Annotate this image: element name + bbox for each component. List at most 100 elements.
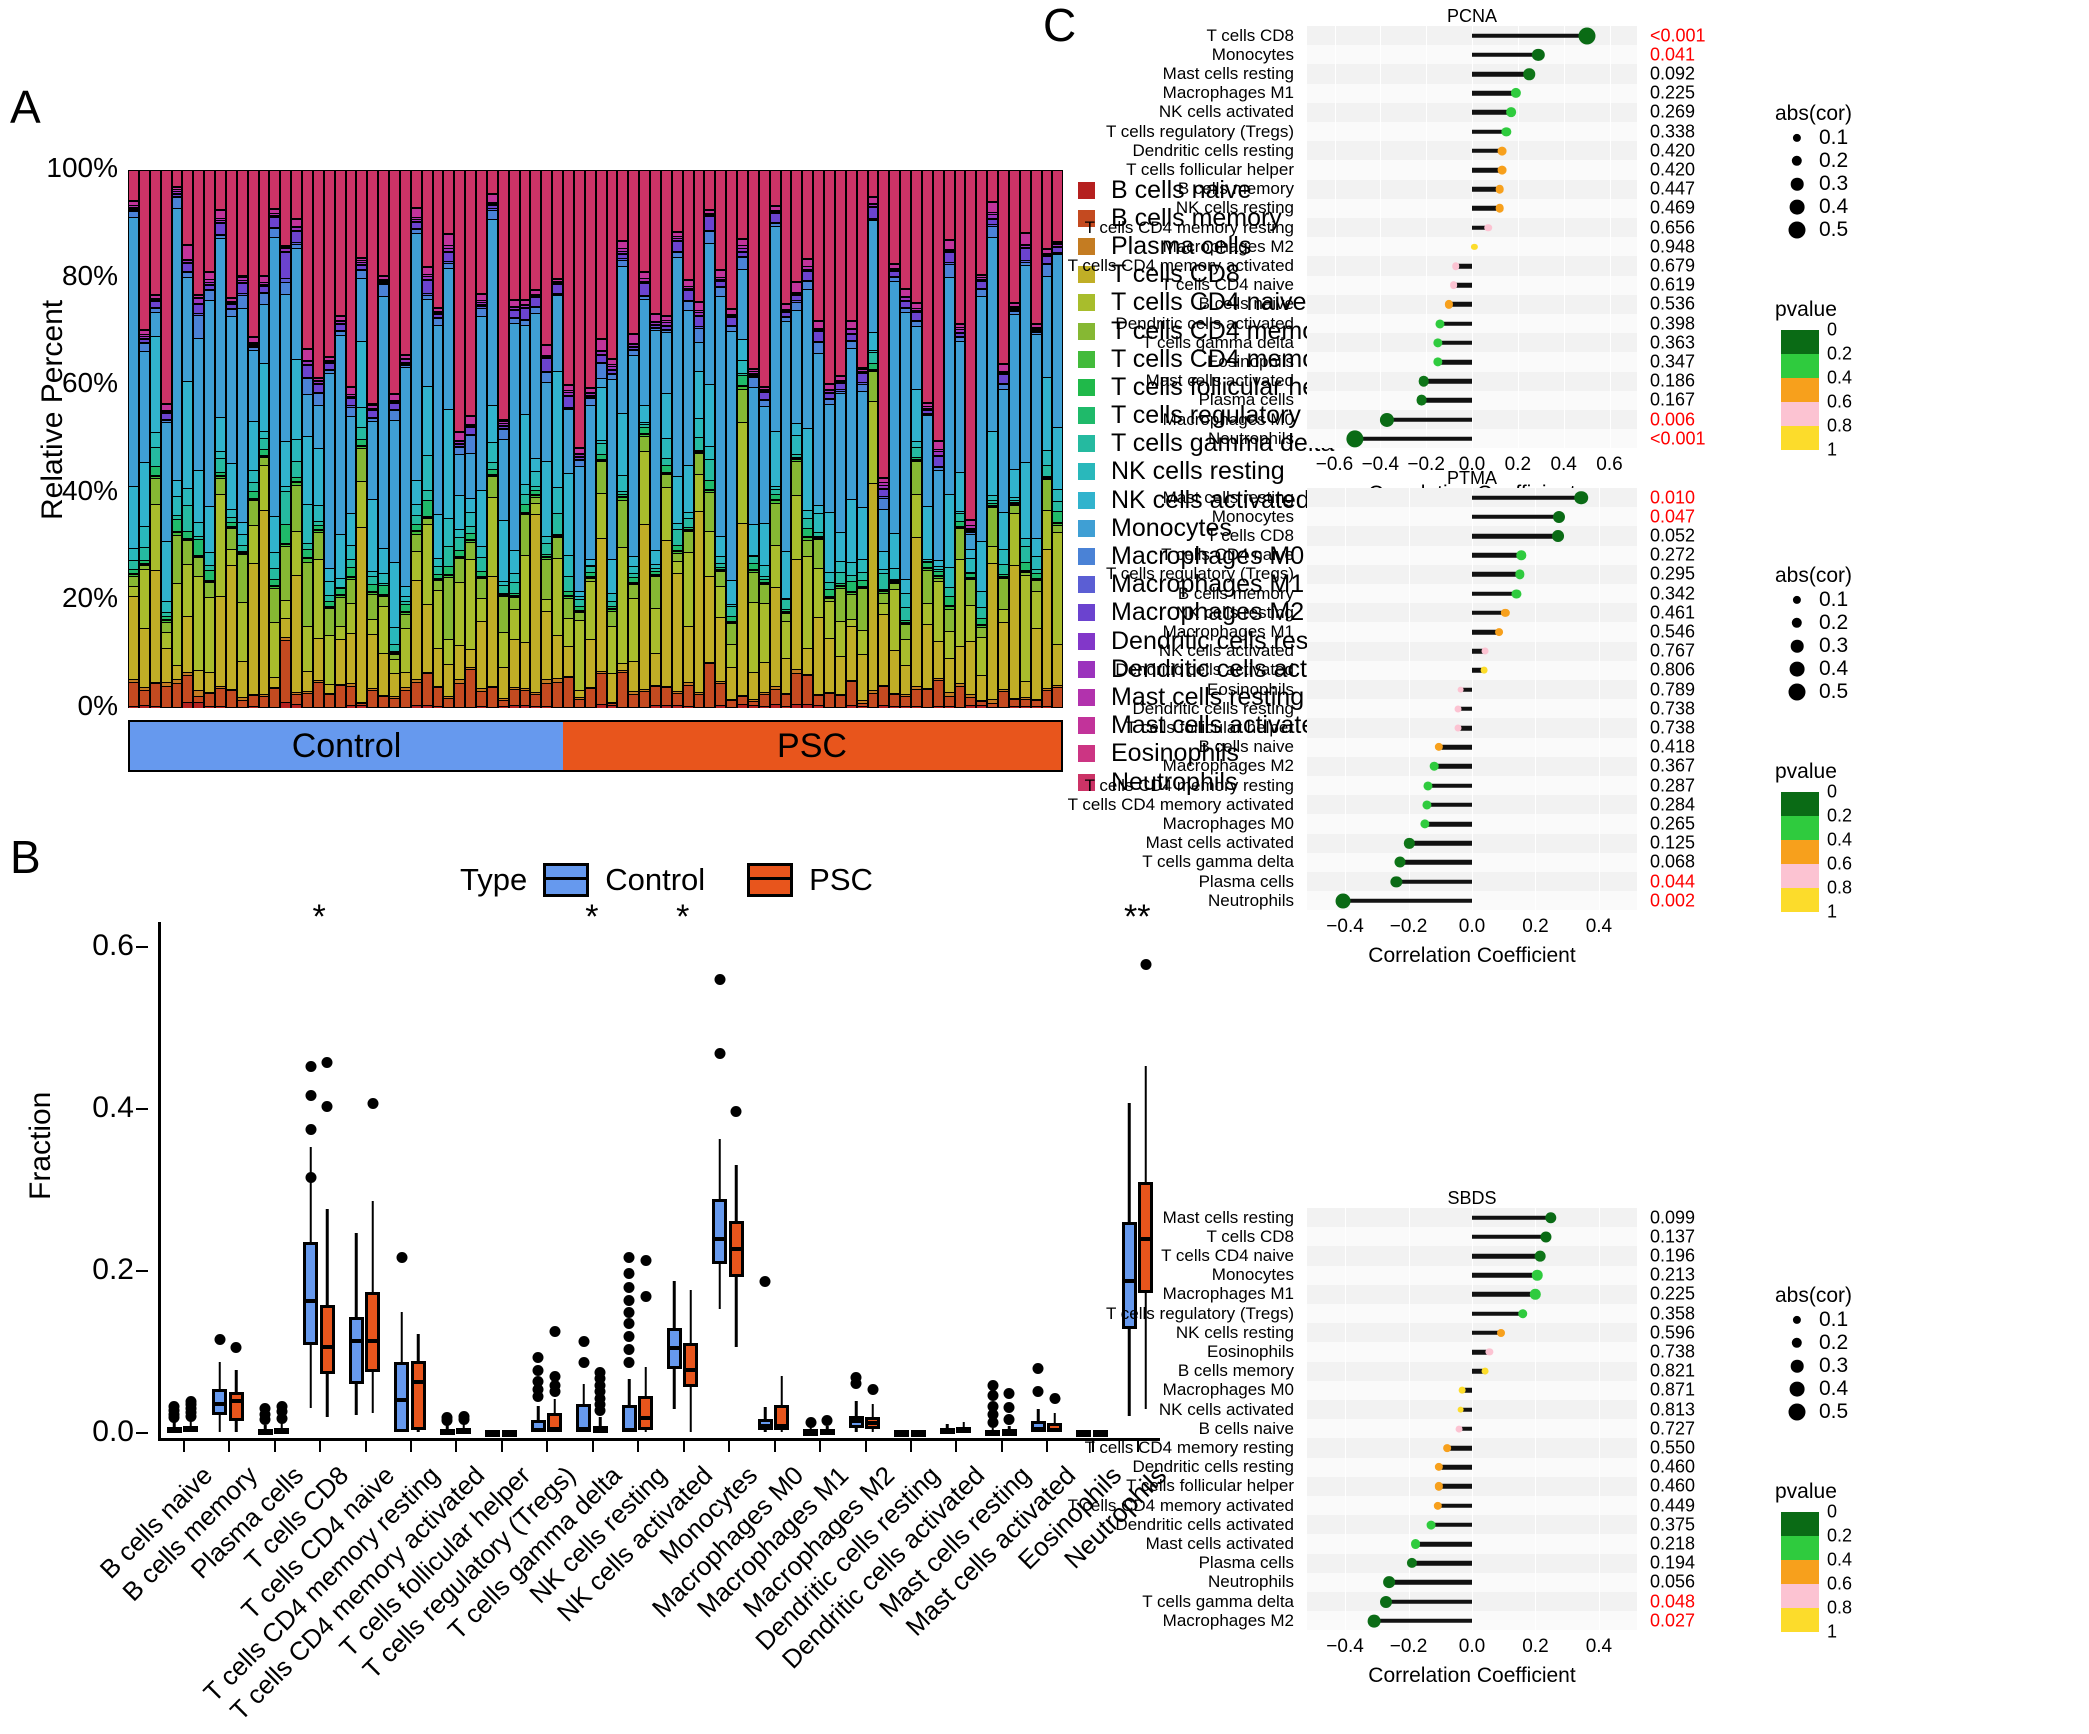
stacked-bar-segment	[814, 695, 823, 705]
stacked-bar-segment	[901, 621, 910, 623]
stacked-bar-segment	[835, 531, 845, 562]
lollipop-stick	[1472, 186, 1500, 192]
stacked-bar-segment	[379, 281, 388, 283]
stacked-bar-segment	[292, 693, 301, 704]
stacked-bar-segment	[955, 526, 965, 529]
boxplot-median	[1138, 1237, 1154, 1242]
stacked-bar-segment	[574, 612, 584, 621]
stacked-bar-segment	[640, 433, 649, 437]
lollipop-row-label: NK cells activated	[1158, 102, 1294, 122]
stacked-bar-segment	[857, 586, 867, 588]
stacked-bar-segment	[912, 301, 921, 303]
stacked-bar-segment	[1031, 537, 1041, 556]
stacked-bar-segment	[520, 688, 530, 691]
stacked-bar-segment	[933, 569, 943, 571]
stacked-bar-segment	[259, 431, 269, 439]
panel-b-x-tickmark	[591, 1441, 594, 1452]
stacked-bar-column	[225, 169, 237, 708]
stacked-bar-segment	[672, 476, 682, 524]
stacked-bar-segment	[422, 604, 432, 672]
stacked-bar-segment	[1009, 302, 1019, 304]
stacked-bar-segment	[172, 534, 182, 583]
stacked-bar-column	[780, 170, 792, 708]
lollipop-row-label: Dendritic cells activated	[1115, 660, 1294, 680]
stacked-bar-column	[443, 169, 455, 708]
stacked-bar-segment	[466, 559, 475, 650]
boxplot-whisker	[264, 1424, 267, 1432]
stacked-bar-segment	[607, 608, 617, 610]
stacked-bar-segment	[433, 169, 443, 307]
stacked-bar-segment	[172, 518, 182, 531]
stacked-bar-segment	[803, 539, 813, 556]
boxplot-outlier	[594, 1405, 606, 1417]
boxplot-outlier	[305, 1171, 317, 1183]
legend-item: T cells CD4 naive	[1078, 288, 1444, 317]
stacked-bar-segment	[324, 684, 334, 694]
stacked-bar-segment	[585, 638, 595, 687]
stacked-bar-segment	[400, 358, 410, 360]
stacked-bar-segment	[498, 706, 508, 708]
stacked-bar-segment	[999, 688, 1008, 692]
stacked-bar-segment	[477, 597, 486, 621]
boxplot-outlier	[532, 1390, 544, 1402]
stacked-bar-segment	[150, 170, 160, 295]
stacked-bar-segment	[1042, 449, 1052, 466]
boxplot-outlier	[259, 1403, 271, 1415]
stacked-bar-segment	[368, 633, 378, 689]
lollipop-dot	[1481, 1367, 1489, 1375]
lollipop-dot	[1418, 375, 1430, 387]
stacked-bar-segment	[237, 660, 247, 698]
stacked-bar-segment	[324, 694, 334, 707]
stacked-bar-segment	[139, 563, 149, 565]
boxplot-median	[257, 1429, 273, 1434]
stacked-bar-segment	[792, 669, 802, 673]
stacked-bar-segment	[944, 695, 954, 707]
stacked-bar-segment	[292, 242, 301, 244]
stacked-bar-segment	[651, 575, 660, 609]
stacked-bar-segment	[683, 289, 693, 291]
stacked-bar-segment	[346, 544, 356, 560]
stacked-bar-segment	[672, 529, 682, 546]
stacked-bar-segment	[509, 323, 519, 550]
stacked-bar-segment	[357, 268, 367, 270]
stacked-bar-segment	[1009, 500, 1019, 502]
stacked-bar-segment	[912, 459, 921, 461]
stacked-bar-segment	[161, 418, 171, 420]
stacked-bar-column	[802, 170, 814, 708]
stacked-bar-segment	[770, 502, 780, 545]
stacked-bar-segment	[770, 685, 780, 690]
stacked-bar-segment	[738, 248, 747, 252]
stacked-bar-segment	[803, 535, 813, 537]
stacked-bar-segment	[433, 573, 443, 578]
lollipop-stick	[1343, 898, 1472, 904]
lollipop-pvalue: 0.418	[1650, 736, 1696, 757]
stacked-bar-segment	[781, 612, 791, 621]
stacked-bar-segment	[313, 383, 323, 385]
stacked-bar-segment	[531, 692, 541, 694]
stacked-bar-segment	[498, 438, 508, 520]
stacked-bar-segment	[248, 525, 258, 563]
stacked-bar-segment	[759, 388, 769, 390]
stacked-bar-segment	[738, 374, 747, 386]
stacked-bar-segment	[846, 332, 856, 334]
stacked-bar-segment	[292, 704, 301, 708]
lollipop-stick	[1472, 167, 1502, 173]
stacked-bar-segment	[879, 573, 889, 589]
stacked-bar-segment	[781, 311, 791, 313]
stacked-bar-segment	[629, 347, 639, 349]
stacked-bar-segment	[759, 694, 769, 707]
stacked-bar-segment	[346, 632, 356, 684]
stacked-bar-segment	[422, 278, 432, 280]
stacked-bar-segment	[694, 693, 704, 707]
stacked-bar-segment	[379, 585, 388, 594]
stacked-bar-segment	[640, 524, 649, 689]
stacked-bar-segment	[868, 352, 878, 364]
stacked-bar-segment	[1053, 254, 1063, 428]
stacked-bar-segment	[303, 542, 312, 550]
stacked-bar-segment	[422, 294, 432, 300]
boxplot-iqr-box	[319, 1304, 335, 1374]
abs-cor-legend-dot	[1792, 595, 1802, 605]
stacked-bar-segment	[183, 537, 193, 539]
stacked-bar-segment	[727, 314, 736, 316]
stacked-bar-segment	[738, 268, 747, 339]
